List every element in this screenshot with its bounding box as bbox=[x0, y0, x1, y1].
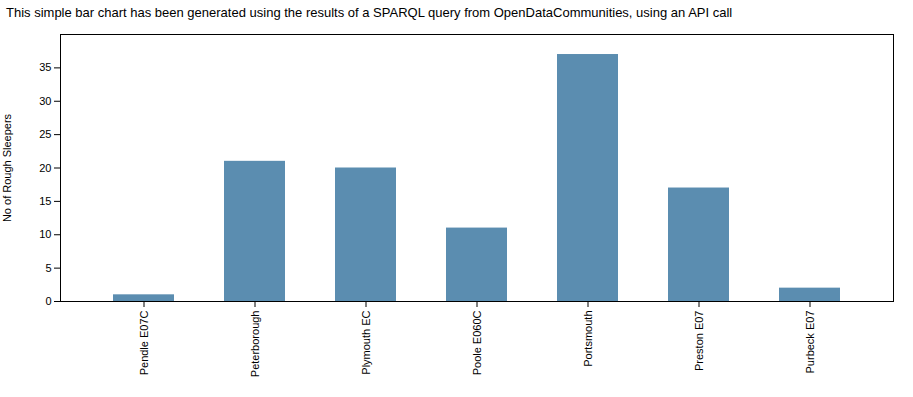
svg-text:10: 10 bbox=[39, 228, 51, 240]
svg-text:0: 0 bbox=[45, 295, 51, 307]
svg-text:Portsmouth: Portsmouth bbox=[582, 311, 594, 367]
html-text:This simple bar chart has been: This simple bar chart has been generated… bbox=[6, 5, 733, 20]
svg-text:No of Rough Sleepers: No of Rough Sleepers bbox=[1, 113, 13, 222]
svg-text:Preston E07: Preston E07 bbox=[693, 311, 705, 372]
svg-text:15: 15 bbox=[39, 195, 51, 207]
svg-text:Purbeck E07: Purbeck E07 bbox=[804, 311, 816, 374]
svg-text:Poole E060C: Poole E060C bbox=[471, 310, 483, 375]
svg-text:Peterborough: Peterborough bbox=[249, 311, 261, 378]
svg-text:25: 25 bbox=[39, 128, 51, 140]
svg-text:20: 20 bbox=[39, 162, 51, 174]
svg-text:30: 30 bbox=[39, 95, 51, 107]
svg-text:Pendle E07C: Pendle E07C bbox=[138, 310, 150, 375]
svg-text:35: 35 bbox=[39, 61, 51, 73]
svg-text:Plymouth EC: Plymouth EC bbox=[360, 310, 372, 374]
svg-text:5: 5 bbox=[45, 262, 51, 274]
